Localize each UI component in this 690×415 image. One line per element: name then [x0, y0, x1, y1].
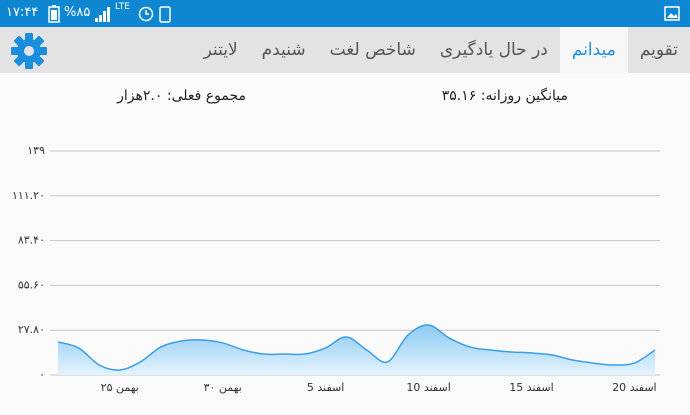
- tab-list: تقویم میدانم در حال یادگیری شاخص لغت شنیدم لا…: [192, 27, 690, 73]
- chart: ۰ ۲۷.۸۰ ۵۵.۶۰ ۸۳.۴۰ ۱۱۱.۲۰ ۱۳۹ ۲۵ بهمن ۳۰ بهمن 5…: [12, 144, 660, 394]
- tab[interactable]: میدانم: [559, 27, 628, 73]
- settings-button[interactable]: [10, 32, 48, 70]
- tab[interactable]: در حال یادگیری: [439, 40, 548, 60]
- network-type: LTE: [115, 2, 130, 12]
- tab[interactable]: تقویم: [639, 40, 678, 60]
- daily-average: میانگین روزانه: ۳۵.۱۶: [441, 88, 568, 104]
- x-tick-label: 20 اسفند: [612, 381, 656, 394]
- clock: ۱۷:۴۴: [6, 5, 39, 20]
- tab[interactable]: لایتنر: [203, 40, 238, 60]
- y-tick-label: ۸۳.۴۰: [18, 234, 45, 247]
- battery-level: %۸۵: [64, 5, 91, 20]
- x-tick-label: ۲۵ بهمن: [101, 381, 139, 394]
- status-icons: [138, 6, 171, 23]
- y-tick-label: ۲۷.۸۰: [18, 323, 45, 336]
- y-tick-label: ۰: [39, 368, 45, 381]
- y-tick-label: ۵۵.۶۰: [18, 278, 45, 291]
- line: [57, 324, 656, 371]
- y-tick-label: ۱۳۹: [27, 144, 45, 157]
- x-tick-label: ۳۰ بهمن: [204, 381, 242, 394]
- tab[interactable]: شاخص لغت: [329, 40, 416, 60]
- x-tick-label: 10 اسفند: [406, 381, 450, 394]
- signal-icon: [95, 7, 110, 22]
- status-bar: ۱۷:۴۴ %۸۵ LTE: [0, 0, 690, 27]
- x-tick-label: 5 اسفند: [307, 381, 344, 394]
- current-total: مجموع فعلی: ۲.۰هزار: [117, 88, 246, 104]
- y-tick-label: ۱۱۱.۲۰: [12, 189, 45, 202]
- tab-bar: تقویم میدانم در حال یادگیری شاخص لغت شنیدم لا…: [0, 27, 690, 73]
- battery-icon: [48, 5, 60, 23]
- tab[interactable]: شنیدم: [261, 40, 306, 60]
- gallery-icon: [664, 6, 680, 21]
- x-tick-label: 15 اسفند: [509, 381, 553, 394]
- area-fill: [58, 325, 655, 375]
